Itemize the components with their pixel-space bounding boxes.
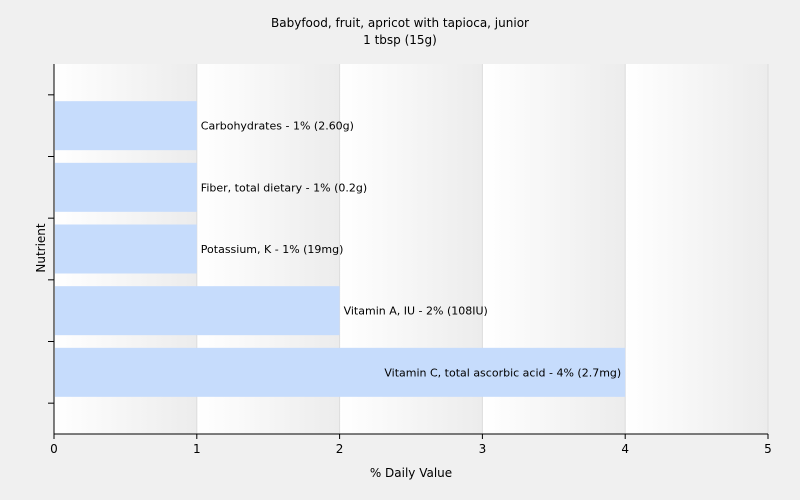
axes — [53, 64, 768, 435]
ticks: 0 1 2 3 4 5 — [48, 94, 772, 456]
bar — [55, 101, 197, 151]
bar — [55, 347, 626, 397]
bars — [55, 101, 626, 397]
y-axis-label: Nutrient — [34, 223, 48, 273]
x-tick-label: 3 — [479, 442, 487, 456]
chart-subtitle: 1 tbsp (15g) — [363, 33, 437, 47]
bar — [55, 224, 197, 274]
x-tick-label: 5 — [764, 442, 772, 456]
bar-data-label: Vitamin A, IU - 2% (108IU) — [344, 305, 488, 318]
bar-data-label: Carbohydrates - 1% (2.60g) — [201, 120, 354, 133]
x-tick-label: 1 — [193, 442, 201, 456]
x-tick-label: 2 — [336, 442, 344, 456]
bar-data-label: Fiber, total dietary - 1% (0.2g) — [201, 181, 367, 194]
bar-data-label: Vitamin C, total ascorbic acid - 4% (2.7… — [384, 366, 621, 379]
x-tick-label: 4 — [621, 442, 629, 456]
plot-band — [625, 64, 768, 434]
bar-data-label: Potassium, K - 1% (19mg) — [201, 243, 344, 256]
chart-title: Babyfood, fruit, apricot with tapioca, j… — [271, 16, 529, 30]
bar — [55, 286, 340, 336]
bar — [55, 162, 197, 212]
x-axis-label: % Daily Value — [370, 466, 452, 480]
x-tick-label: 0 — [50, 442, 58, 456]
bar-labels: Carbohydrates - 1% (2.60g) Fiber, total d… — [201, 120, 621, 380]
